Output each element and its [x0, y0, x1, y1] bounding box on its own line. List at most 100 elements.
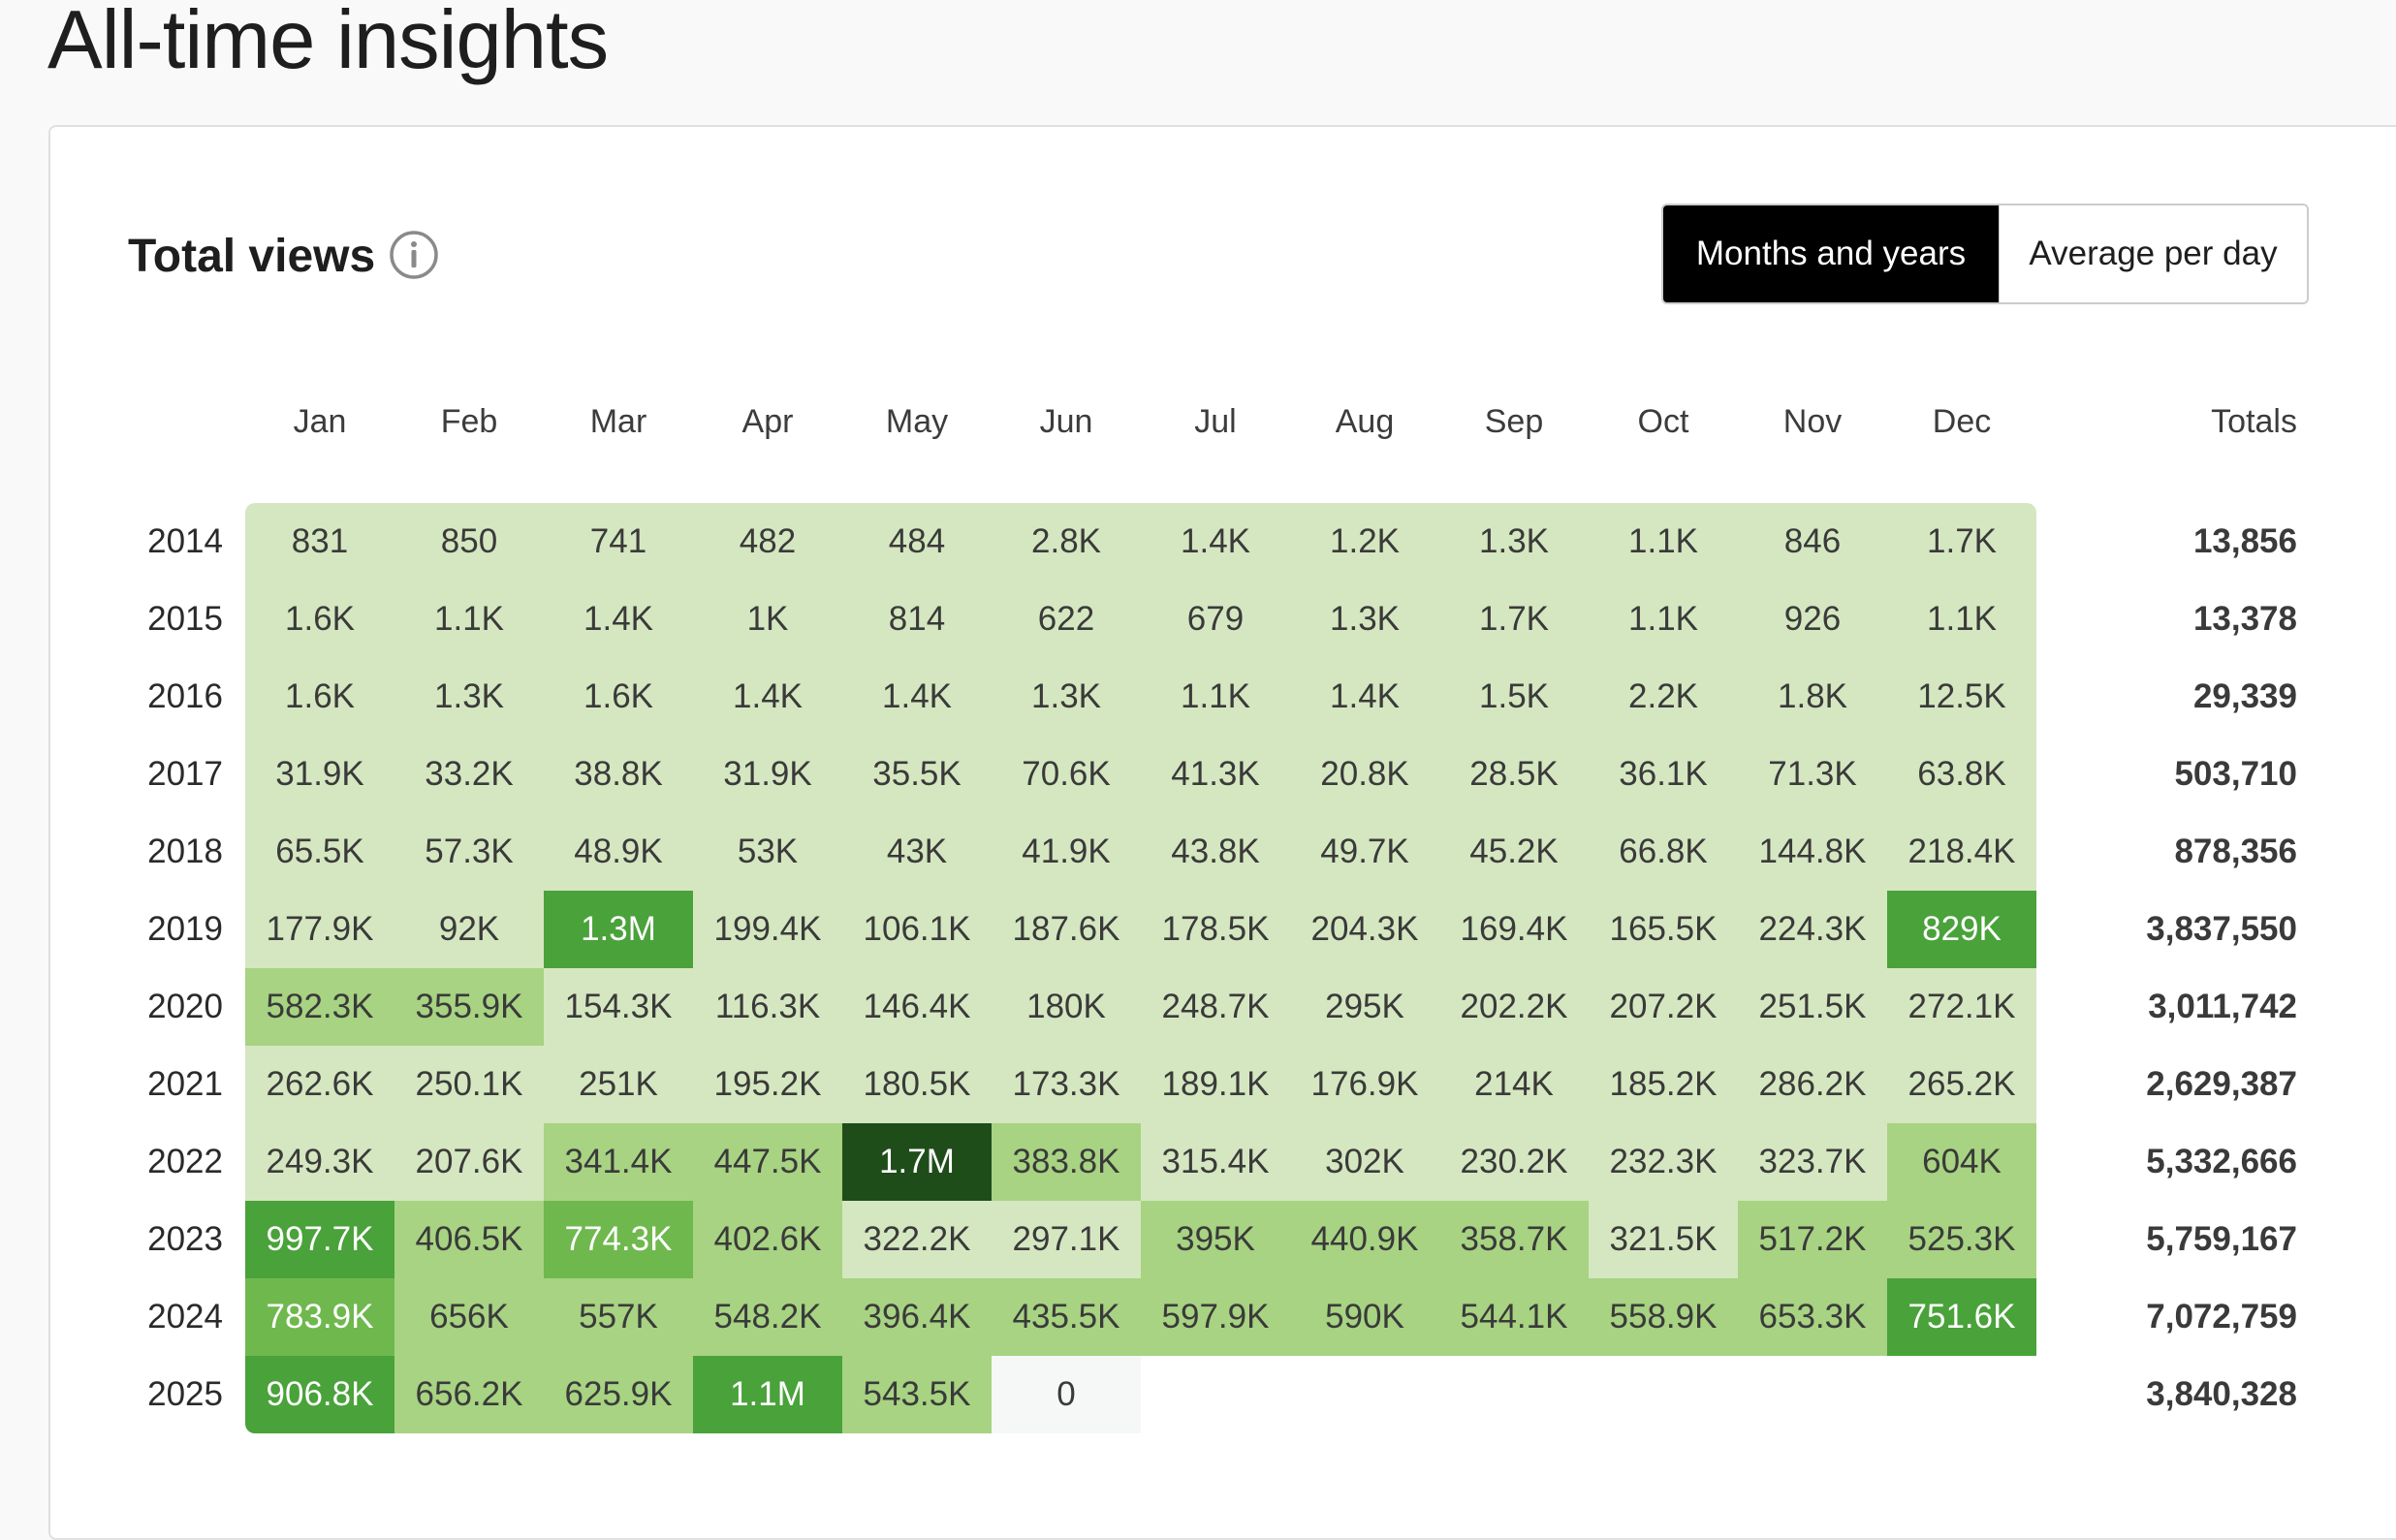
heatmap-cell[interactable]: 395K [1141, 1201, 1290, 1278]
heatmap-cell[interactable]: 230.2K [1439, 1123, 1589, 1201]
heatmap-cell[interactable]: 1.3K [992, 658, 1141, 736]
heatmap-cell[interactable]: 544.1K [1439, 1278, 1589, 1356]
heatmap-cell[interactable]: 906.8K [245, 1356, 394, 1433]
heatmap-cell[interactable]: 679 [1141, 581, 1290, 658]
heatmap-cell[interactable]: 31.9K [693, 736, 842, 813]
heatmap-cell[interactable]: 557K [544, 1278, 693, 1356]
heatmap-cell[interactable]: 582.3K [245, 968, 394, 1046]
heatmap-cell[interactable]: 66.8K [1589, 813, 1738, 891]
heatmap-cell[interactable]: 1.1M [693, 1356, 842, 1433]
heatmap-cell[interactable]: 214K [1439, 1046, 1589, 1123]
heatmap-cell[interactable]: 286.2K [1738, 1046, 1887, 1123]
heatmap-cell[interactable]: 435.5K [992, 1278, 1141, 1356]
heatmap-cell[interactable]: 1.3K [1439, 503, 1589, 581]
heatmap-cell[interactable]: 41.3K [1141, 736, 1290, 813]
heatmap-cell[interactable]: 1.1K [1887, 581, 2036, 658]
heatmap-cell[interactable]: 1.6K [245, 581, 394, 658]
heatmap-cell[interactable]: 28.5K [1439, 736, 1589, 813]
heatmap-cell[interactable]: 262.6K [245, 1046, 394, 1123]
heatmap-cell[interactable]: 1.8K [1738, 658, 1887, 736]
heatmap-cell[interactable]: 543.5K [842, 1356, 992, 1433]
heatmap-cell[interactable]: 829K [1887, 891, 2036, 968]
heatmap-cell[interactable]: 207.2K [1589, 968, 1738, 1046]
info-icon[interactable] [389, 230, 439, 280]
heatmap-cell[interactable]: 1.6K [245, 658, 394, 736]
heatmap-cell[interactable]: 484 [842, 503, 992, 581]
heatmap-cell[interactable]: 43.8K [1141, 813, 1290, 891]
heatmap-cell[interactable]: 70.6K [992, 736, 1141, 813]
heatmap-cell[interactable]: 31.9K [245, 736, 394, 813]
heatmap-cell[interactable]: 321.5K [1589, 1201, 1738, 1278]
heatmap-cell[interactable]: 43K [842, 813, 992, 891]
heatmap-cell[interactable]: 406.5K [394, 1201, 544, 1278]
heatmap-cell[interactable]: 57.3K [394, 813, 544, 891]
heatmap-cell[interactable]: 92K [394, 891, 544, 968]
heatmap-cell[interactable]: 656K [394, 1278, 544, 1356]
heatmap-cell[interactable]: 180K [992, 968, 1141, 1046]
heatmap-cell[interactable]: 590K [1290, 1278, 1439, 1356]
heatmap-cell[interactable]: 38.8K [544, 736, 693, 813]
heatmap-cell[interactable]: 355.9K [394, 968, 544, 1046]
heatmap-cell[interactable]: 597.9K [1141, 1278, 1290, 1356]
heatmap-cell[interactable]: 558.9K [1589, 1278, 1738, 1356]
heatmap-cell[interactable]: 358.7K [1439, 1201, 1589, 1278]
heatmap-cell[interactable]: 12.5K [1887, 658, 2036, 736]
heatmap-cell[interactable]: 850 [394, 503, 544, 581]
heatmap-cell[interactable]: 173.3K [992, 1046, 1141, 1123]
heatmap-cell[interactable]: 33.2K [394, 736, 544, 813]
heatmap-cell[interactable]: 250.1K [394, 1046, 544, 1123]
heatmap-cell[interactable]: 1.7M [842, 1123, 992, 1201]
heatmap-cell[interactable]: 846 [1738, 503, 1887, 581]
heatmap-cell[interactable]: 1.4K [1290, 658, 1439, 736]
heatmap-cell[interactable]: 195.2K [693, 1046, 842, 1123]
heatmap-cell[interactable]: 814 [842, 581, 992, 658]
heatmap-cell[interactable]: 653.3K [1738, 1278, 1887, 1356]
heatmap-cell[interactable]: 272.1K [1887, 968, 2036, 1046]
heatmap-cell[interactable]: 322.2K [842, 1201, 992, 1278]
heatmap-cell[interactable]: 525.3K [1887, 1201, 2036, 1278]
heatmap-cell[interactable]: 1K [693, 581, 842, 658]
heatmap-cell[interactable]: 41.9K [992, 813, 1141, 891]
heatmap-cell[interactable]: 625.9K [544, 1356, 693, 1433]
heatmap-cell[interactable]: 315.4K [1141, 1123, 1290, 1201]
heatmap-cell[interactable]: 251.5K [1738, 968, 1887, 1046]
heatmap-cell[interactable]: 116.3K [693, 968, 842, 1046]
heatmap-cell[interactable]: 53K [693, 813, 842, 891]
heatmap-cell[interactable]: 383.8K [992, 1123, 1141, 1201]
heatmap-cell[interactable]: 63.8K [1887, 736, 2036, 813]
heatmap-cell[interactable]: 402.6K [693, 1201, 842, 1278]
heatmap-cell[interactable]: 604K [1887, 1123, 2036, 1201]
heatmap-cell[interactable]: 1.5K [1439, 658, 1589, 736]
heatmap-cell[interactable]: 144.8K [1738, 813, 1887, 891]
heatmap-cell[interactable]: 232.3K [1589, 1123, 1738, 1201]
heatmap-cell[interactable]: 1.7K [1887, 503, 2036, 581]
heatmap-cell[interactable]: 741 [544, 503, 693, 581]
heatmap-cell[interactable]: 48.9K [544, 813, 693, 891]
heatmap-cell[interactable]: 341.4K [544, 1123, 693, 1201]
heatmap-cell[interactable]: 1.2K [1290, 503, 1439, 581]
heatmap-cell[interactable]: 154.3K [544, 968, 693, 1046]
heatmap-cell[interactable]: 71.3K [1738, 736, 1887, 813]
heatmap-cell[interactable]: 2.2K [1589, 658, 1738, 736]
heatmap-cell[interactable]: 176.9K [1290, 1046, 1439, 1123]
months-and-years-button[interactable]: Months and years [1663, 205, 1999, 302]
heatmap-cell[interactable]: 1.3K [394, 658, 544, 736]
heatmap-cell[interactable]: 1.1K [1141, 658, 1290, 736]
heatmap-cell[interactable]: 36.1K [1589, 736, 1738, 813]
heatmap-cell[interactable]: 185.2K [1589, 1046, 1738, 1123]
heatmap-cell[interactable]: 548.2K [693, 1278, 842, 1356]
heatmap-cell[interactable]: 169.4K [1439, 891, 1589, 968]
heatmap-cell[interactable]: 187.6K [992, 891, 1141, 968]
heatmap-cell[interactable]: 1.4K [693, 658, 842, 736]
heatmap-cell[interactable]: 35.5K [842, 736, 992, 813]
heatmap-cell[interactable]: 248.7K [1141, 968, 1290, 1046]
heatmap-cell[interactable]: 189.1K [1141, 1046, 1290, 1123]
heatmap-cell[interactable]: 1.3K [1290, 581, 1439, 658]
heatmap-cell[interactable]: 323.7K [1738, 1123, 1887, 1201]
heatmap-cell[interactable]: 146.4K [842, 968, 992, 1046]
heatmap-cell[interactable]: 202.2K [1439, 968, 1589, 1046]
heatmap-cell[interactable]: 251K [544, 1046, 693, 1123]
heatmap-cell[interactable]: 447.5K [693, 1123, 842, 1201]
heatmap-cell[interactable]: 295K [1290, 968, 1439, 1046]
heatmap-cell[interactable]: 207.6K [394, 1123, 544, 1201]
